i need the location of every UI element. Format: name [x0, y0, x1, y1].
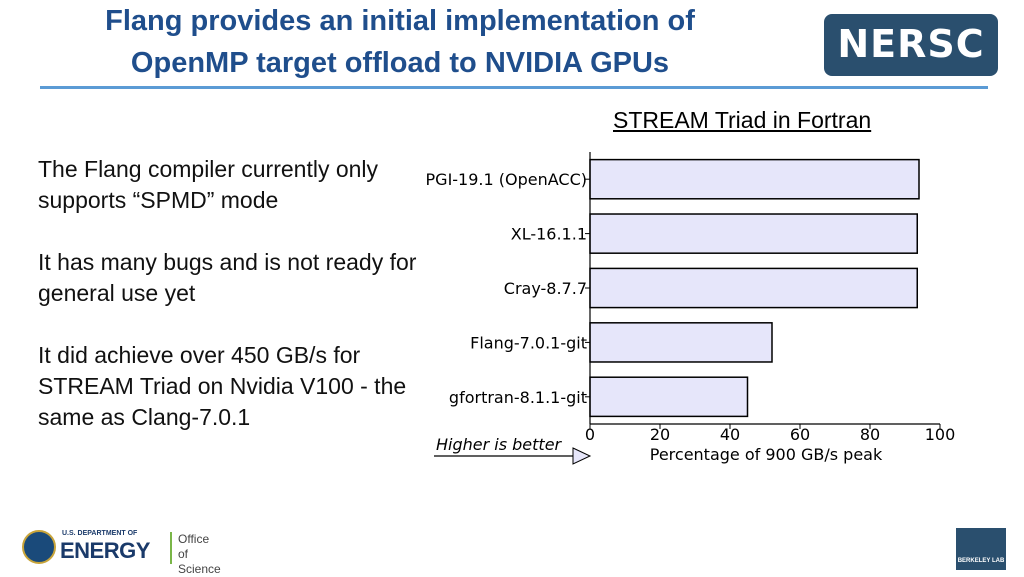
slide-title-line1: Flang provides an initial implementation…: [105, 5, 695, 37]
y-tick-label: PGI-19.1 (OpenACC): [426, 170, 587, 189]
doe-office-of-science: Office of Science: [178, 532, 222, 577]
x-tick-label: 100: [925, 425, 956, 444]
y-tick-label: XL-16.1.1: [511, 225, 587, 244]
office-line2: Science: [178, 562, 221, 576]
annotation-text: Higher is better: [436, 435, 563, 454]
chart-bar: [589, 158, 920, 200]
slide-title: Flang provides an initial implementation…: [0, 0, 800, 84]
office-line1: Office of: [178, 532, 210, 561]
doe-logo: U.S. DEPARTMENT OF ENERGY Office of Scie…: [22, 528, 222, 576]
berkeley-lab-text: BERKELEY LAB: [957, 558, 1005, 564]
bullet-item: It has many bugs and is not ready for ge…: [38, 249, 417, 306]
bullet-list: The Flang compiler currently only suppor…: [38, 154, 418, 464]
x-tick-label: 20: [650, 425, 670, 444]
doe-logo-small: U.S. DEPARTMENT OF: [62, 530, 138, 537]
x-tick-label: 40: [720, 425, 740, 444]
title-divider: [40, 86, 988, 89]
doe-logo-big: ENERGY: [60, 538, 150, 563]
berkeley-lab-logo: BERKELEY LAB: [956, 528, 1006, 570]
x-tick-label: 80: [860, 425, 880, 444]
chart-bar: [589, 322, 773, 363]
x-axis-label: Percentage of 900 GB/s peak: [650, 445, 883, 464]
y-tick-label: Flang-7.0.1-git: [470, 333, 587, 352]
chart-heading: STREAM Triad in Fortran: [613, 107, 872, 133]
x-tick-label: 0: [585, 425, 595, 444]
chart-bar: [589, 267, 918, 309]
nersc-logo: NERSC: [824, 14, 998, 76]
nersc-logo-text: NERSC: [837, 22, 985, 66]
y-tick-label: Cray-8.7.7: [504, 279, 587, 298]
annotation-arrow-head-icon: [572, 447, 592, 465]
doe-logo-divider: [170, 532, 172, 564]
doe-seal-icon: [22, 530, 56, 564]
chart-bar: [589, 213, 918, 254]
chart-bar: [589, 376, 749, 418]
x-tick-label: 60: [790, 425, 810, 444]
slide-title-line2: OpenMP target offload to NVIDIA GPUs: [130, 47, 670, 79]
bullet-item: It did achieve over 450 GB/s for STREAM …: [38, 342, 407, 430]
bullet-item: The Flang compiler currently only suppor…: [38, 156, 379, 213]
y-tick-label: gfortran-8.1.1-git: [449, 388, 587, 407]
